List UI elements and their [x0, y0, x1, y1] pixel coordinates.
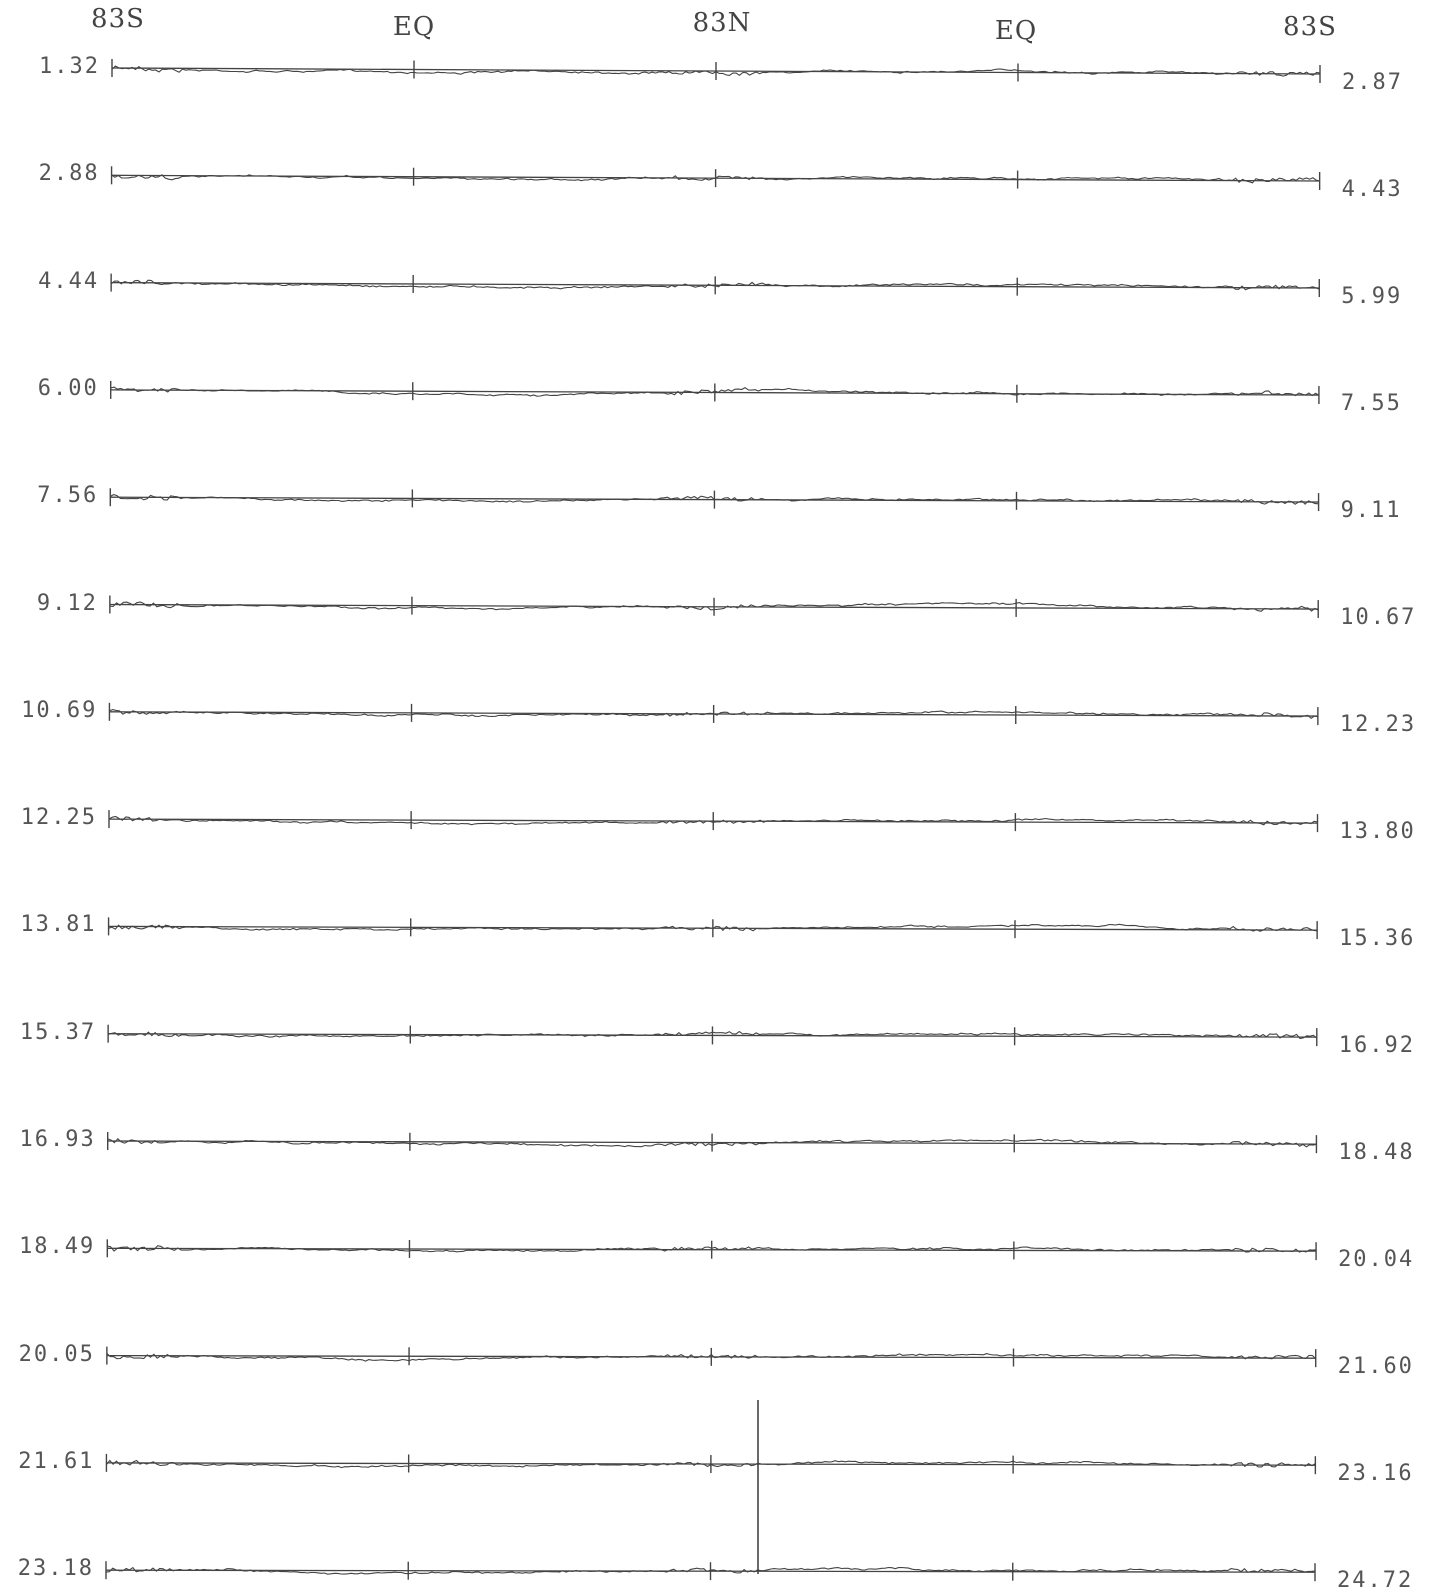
trace-row [105, 1561, 1316, 1582]
trace-row [110, 273, 1320, 298]
signal-trace [107, 1138, 1317, 1148]
row-start-label: 2.88 [38, 161, 100, 187]
row-end-label: 21.60 [1337, 1354, 1414, 1380]
header-label-eq-left: EQ [392, 12, 436, 42]
row-start-label: 12.25 [20, 805, 97, 831]
header-label-83s-right: 83S [1283, 12, 1337, 42]
row-end-label: 20.04 [1338, 1247, 1415, 1273]
header-label-83n: 83N [692, 8, 752, 38]
trace-row [106, 1239, 1317, 1261]
signal-trace [108, 815, 1318, 826]
row-start-label: 16.93 [19, 1127, 96, 1152]
signal-trace [105, 1459, 1316, 1469]
row-start-label: 4.44 [38, 268, 100, 294]
row-start-label: 18.49 [19, 1234, 96, 1260]
trace-row [109, 595, 1319, 619]
signal-trace [110, 279, 1320, 291]
row-start-label: 6.00 [37, 375, 99, 401]
signal-trace [109, 709, 1319, 719]
trace-row [105, 1453, 1317, 1475]
signal-trace [111, 174, 1320, 184]
signal-trace [110, 494, 1319, 505]
trace-row [107, 1024, 1318, 1047]
row-start-label: 1.32 [39, 54, 100, 79]
row-end-label: 24.72 [1337, 1568, 1414, 1593]
row-end-label: 5.99 [1341, 284, 1403, 310]
header-label-83s-left: 83S [91, 4, 145, 34]
signal-trace [111, 65, 1321, 77]
signal-trace [106, 1353, 1317, 1362]
header-label-eq-right: EQ [994, 16, 1038, 46]
signal-trace [109, 601, 1319, 612]
trace-row [106, 1346, 1317, 1368]
row-end-label: 7.55 [1340, 391, 1402, 417]
row-end-label: 2.87 [1342, 70, 1403, 95]
trace-row [109, 488, 1320, 512]
row-start-label: 13.81 [20, 912, 97, 938]
row-end-label: 15.36 [1339, 926, 1416, 952]
trace-row [107, 1132, 1318, 1154]
signal-trace [107, 1030, 1318, 1040]
row-start-label: 23.18 [17, 1556, 94, 1582]
row-end-label: 23.16 [1337, 1461, 1414, 1487]
row-start-label: 10.69 [21, 697, 98, 723]
trace-row [110, 380, 1320, 405]
signal-trace [107, 1245, 1317, 1253]
row-end-label: 4.43 [1341, 177, 1403, 202]
trace-row [107, 917, 1318, 940]
signal-trace [110, 386, 1320, 397]
row-end-label: 13.80 [1339, 819, 1416, 845]
trace-row [111, 59, 1321, 83]
trace-row [108, 810, 1319, 833]
row-end-label: 18.48 [1338, 1140, 1415, 1166]
signal-trace [105, 1566, 1316, 1575]
row-end-label: 9.11 [1340, 498, 1402, 524]
row-end-label: 12.23 [1339, 712, 1417, 738]
row-end-label: 10.67 [1340, 605, 1417, 631]
row-start-label: 7.56 [37, 483, 99, 509]
trace-row [108, 702, 1319, 726]
trace-row [110, 166, 1321, 191]
signal-trace [108, 923, 1318, 932]
row-start-label: 15.37 [19, 1019, 97, 1045]
row-start-label: 21.61 [18, 1448, 95, 1474]
row-end-label: 16.92 [1338, 1033, 1416, 1059]
row-start-label: 9.12 [36, 590, 98, 616]
row-start-label: 20.05 [18, 1341, 95, 1367]
